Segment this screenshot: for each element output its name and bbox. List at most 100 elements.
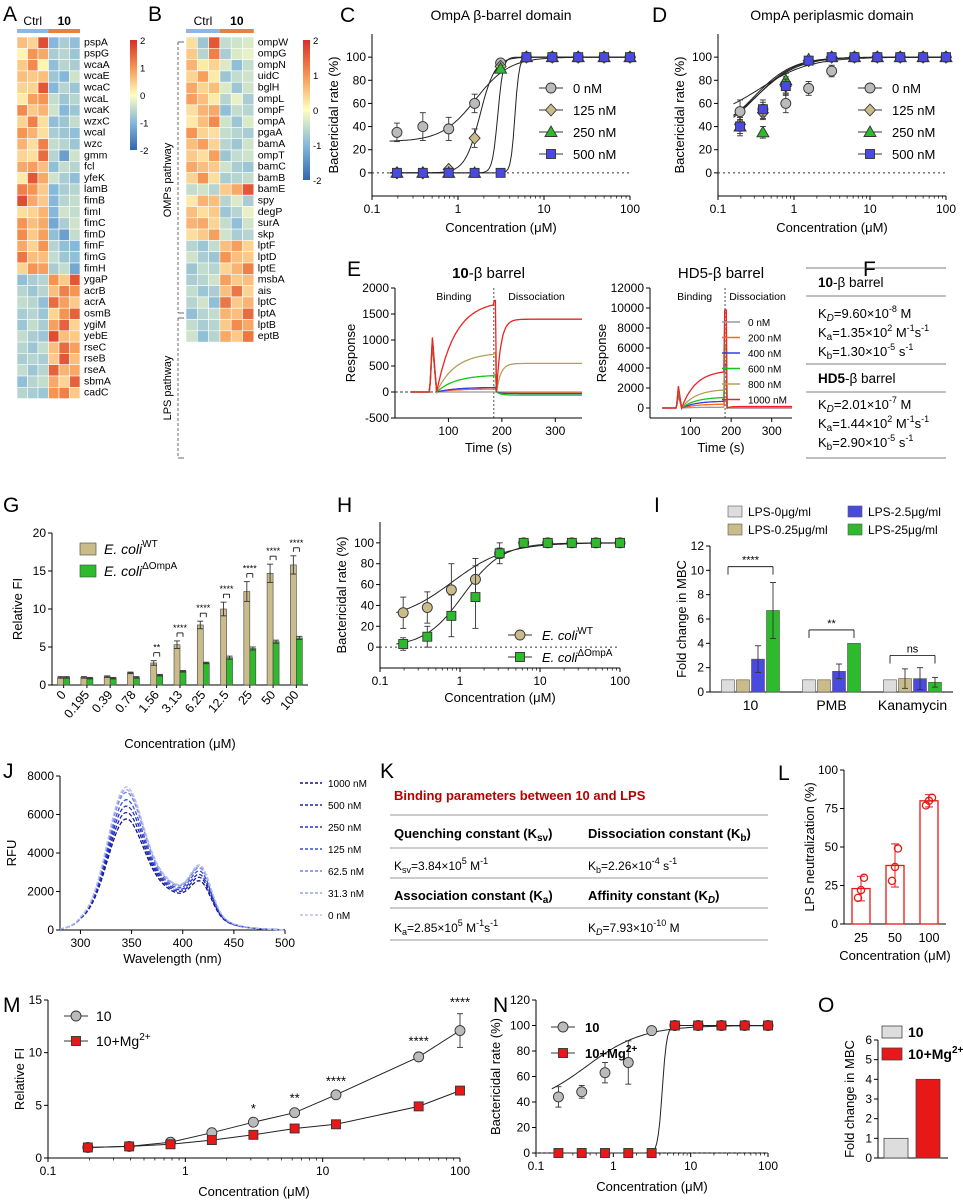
heatmap-a-cell — [58, 161, 70, 173]
fit-curve-n — [551, 1025, 768, 1154]
heatmap-b-gene-label: bamC — [258, 161, 286, 173]
heatmap-b-cell — [197, 228, 209, 241]
heatmap-b-cell — [197, 240, 209, 252]
y-tick-label: 0 — [697, 685, 704, 699]
heatmap-a-cell — [69, 319, 81, 332]
heatmap-b-cell — [208, 262, 221, 275]
heatmap-b-cell — [242, 127, 255, 140]
heatmap-a-cell — [37, 138, 49, 151]
heatmap-b-cell — [219, 149, 232, 162]
legend-marker — [544, 103, 558, 117]
bar-o — [915, 1078, 941, 1159]
heatmap-b-cell — [242, 172, 255, 185]
heatmap-b-cell — [197, 104, 209, 117]
legend-label: E. coliΔOmpA — [104, 561, 177, 579]
heatmap-a-cell — [48, 81, 60, 94]
data-point-c — [625, 52, 635, 63]
heatmap-b-cell — [208, 93, 221, 106]
legend-label: 125 nM — [573, 103, 616, 118]
heatmap-a-cell — [27, 47, 39, 60]
heatmap-b-cell — [230, 319, 243, 332]
heatmap-a-cell — [48, 330, 60, 343]
x-tick-label: 0.195 — [61, 688, 92, 721]
heatmap-a-gene-label: gmm — [84, 149, 108, 161]
heatmap-a-cell — [37, 93, 49, 106]
heatmap-a-cell — [37, 161, 49, 173]
heatmap-b-cell — [230, 183, 243, 196]
x-tick-label: 450 — [224, 936, 244, 950]
heatmap-b-cell — [185, 183, 198, 196]
heatmap-a-cell — [37, 375, 49, 388]
heatmap-a-cell — [16, 330, 28, 343]
data-point-c — [468, 131, 481, 145]
heatmap-a-cell — [27, 149, 39, 162]
heatmap-b-cell — [197, 127, 209, 140]
heatmap-a-cell — [37, 307, 49, 320]
legend-marker — [70, 1010, 82, 1022]
y-tick-label: 6000 — [617, 341, 644, 355]
data-point-h — [518, 537, 529, 548]
heatmap-a-cell — [27, 251, 39, 264]
data-point-l — [890, 862, 900, 872]
data-point-n — [600, 1148, 610, 1158]
legend-marker — [515, 652, 525, 662]
heatmap-b-cell — [185, 138, 198, 151]
heatmap-a-cell — [69, 172, 81, 185]
heatmap-a-cell — [58, 217, 70, 230]
panel-f-ka-1: Ka=1.35×102 M-1s-1 — [818, 323, 929, 343]
data-point-n — [716, 1020, 727, 1031]
heatmap-a-cell — [58, 341, 70, 354]
heatmap-b-cell — [242, 93, 255, 106]
heatmap-a-cell — [58, 273, 70, 286]
x-tick-label: 0.1 — [710, 202, 727, 216]
heatmap-a-cell — [48, 273, 60, 286]
y-tick-label: 120 — [510, 993, 530, 1007]
x-tick-label: 10 — [684, 1159, 698, 1173]
heatmap-a-gene-label: lamB — [84, 183, 108, 195]
heatmap-b-gene-label: ompG — [258, 48, 287, 60]
x-tick-label: 10 — [533, 674, 547, 688]
heatmap-b-cell — [230, 138, 243, 151]
heatmap-b-cell — [185, 251, 198, 264]
bar-g — [243, 591, 251, 686]
data-point-c — [547, 52, 558, 63]
heatmap-a-cell — [37, 81, 49, 94]
data-point-d — [918, 52, 929, 63]
heatmap-a-cell — [27, 353, 39, 365]
heatmap-b-gene-label: lptF — [258, 240, 276, 252]
sig-label: **** — [409, 1034, 429, 1049]
heatmap-a-cell — [27, 364, 39, 377]
heatmap-a-cell — [37, 104, 49, 117]
heatmap-a-cell — [48, 319, 60, 332]
y-tick-label: -500 — [365, 411, 389, 425]
heatmap-a-cell — [27, 161, 39, 173]
spectrum-line — [59, 799, 285, 931]
heatmap-b-gene-label: bglH — [258, 82, 280, 94]
heatmap-b-cell — [242, 296, 255, 309]
panel-f-kd-1: KD=9.60×10-8 M — [818, 304, 911, 324]
legend-label: 0 nM — [573, 81, 602, 96]
legend-sup: ΔOmpA — [577, 648, 612, 659]
title-bold: 10 — [452, 265, 469, 282]
heatmap-a-gene-label: ygiM — [84, 319, 106, 331]
sig-label: **** — [266, 546, 281, 556]
panel-letter-e: E — [347, 258, 361, 281]
legend-sup: 2+ — [952, 1045, 963, 1056]
heatmap-a-cell — [58, 81, 70, 94]
data-point-l — [887, 876, 897, 886]
data-point-h — [566, 537, 577, 548]
heatmap-b-cell — [219, 161, 232, 173]
heatmap-b-cell — [208, 172, 221, 185]
heatmap-a-cell — [48, 149, 60, 162]
legend-swatch — [847, 523, 863, 536]
x-tick-label: Kanamycin — [878, 697, 947, 713]
bar-g — [156, 674, 164, 686]
heatmap-a-cell — [69, 59, 81, 72]
heatmap-a-cell — [69, 240, 81, 252]
legend-label: LPS-0μg/ml — [748, 505, 811, 519]
heatmap-a-gene-label: fimB — [84, 195, 105, 207]
heatmap-a-gene-label: acrA — [84, 296, 106, 308]
data-point-n — [576, 1086, 588, 1098]
x-tick-label: 1 — [791, 202, 798, 216]
x-tick-label: 10 — [863, 202, 877, 216]
